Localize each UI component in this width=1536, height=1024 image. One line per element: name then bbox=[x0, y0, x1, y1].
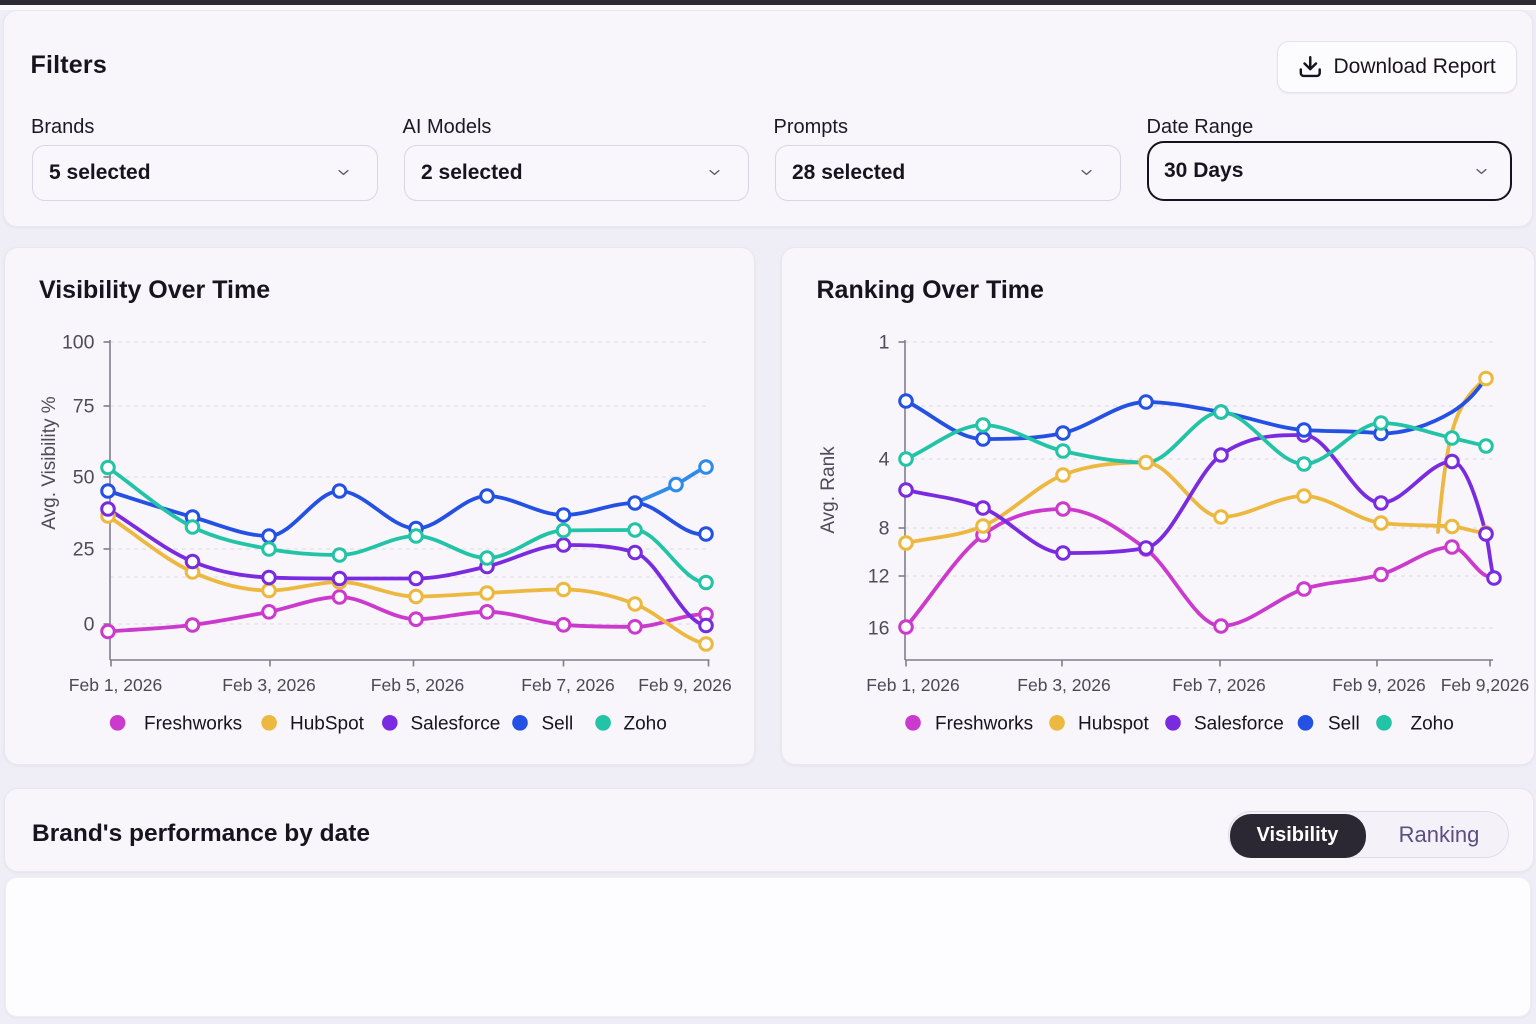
svg-text:Salesforce: Salesforce bbox=[1194, 714, 1284, 735]
svg-text:4: 4 bbox=[879, 449, 890, 471]
svg-text:16: 16 bbox=[868, 618, 890, 640]
svg-text:12: 12 bbox=[868, 566, 890, 588]
svg-text:Freshworks: Freshworks bbox=[935, 714, 1033, 735]
svg-text:50: 50 bbox=[73, 467, 95, 489]
svg-text:Feb 9,2026: Feb 9,2026 bbox=[1441, 675, 1530, 695]
svg-text:0: 0 bbox=[84, 614, 95, 636]
svg-text:Sell: Sell bbox=[542, 714, 574, 735]
svg-text:Salesforce: Salesforce bbox=[411, 714, 501, 735]
svg-text:Feb 3, 2026: Feb 3, 2026 bbox=[1017, 675, 1110, 695]
svg-text:HubSpot: HubSpot bbox=[290, 714, 365, 735]
svg-text:Feb 9, 2026: Feb 9, 2026 bbox=[1332, 675, 1425, 695]
svg-text:Feb 7, 2026: Feb 7, 2026 bbox=[1172, 675, 1265, 695]
svg-text:Feb 3, 2026: Feb 3, 2026 bbox=[222, 675, 315, 695]
svg-text:Feb 1, 2026: Feb 1, 2026 bbox=[866, 675, 959, 695]
svg-text:25: 25 bbox=[73, 539, 95, 561]
svg-text:100: 100 bbox=[62, 332, 95, 354]
svg-text:Hubspot: Hubspot bbox=[1078, 714, 1149, 735]
svg-text:Feb 7, 2026: Feb 7, 2026 bbox=[521, 675, 614, 695]
svg-text:Zoho: Zoho bbox=[1411, 714, 1454, 735]
svg-text:Avg. Visibility %: Avg. Visibility % bbox=[39, 396, 60, 530]
svg-text:Zoho: Zoho bbox=[624, 714, 667, 735]
svg-text:Freshworks: Freshworks bbox=[144, 714, 242, 735]
svg-text:Feb 1, 2026: Feb 1, 2026 bbox=[69, 675, 162, 695]
svg-text:75: 75 bbox=[73, 396, 95, 418]
svg-text:Sell: Sell bbox=[1328, 714, 1360, 735]
svg-text:8: 8 bbox=[879, 518, 890, 540]
svg-text:1: 1 bbox=[879, 332, 890, 354]
svg-text:Feb 9, 2026: Feb 9, 2026 bbox=[638, 675, 731, 695]
svg-text:Avg. Rank: Avg. Rank bbox=[818, 446, 839, 534]
svg-text:Feb 5, 2026: Feb 5, 2026 bbox=[371, 675, 464, 695]
